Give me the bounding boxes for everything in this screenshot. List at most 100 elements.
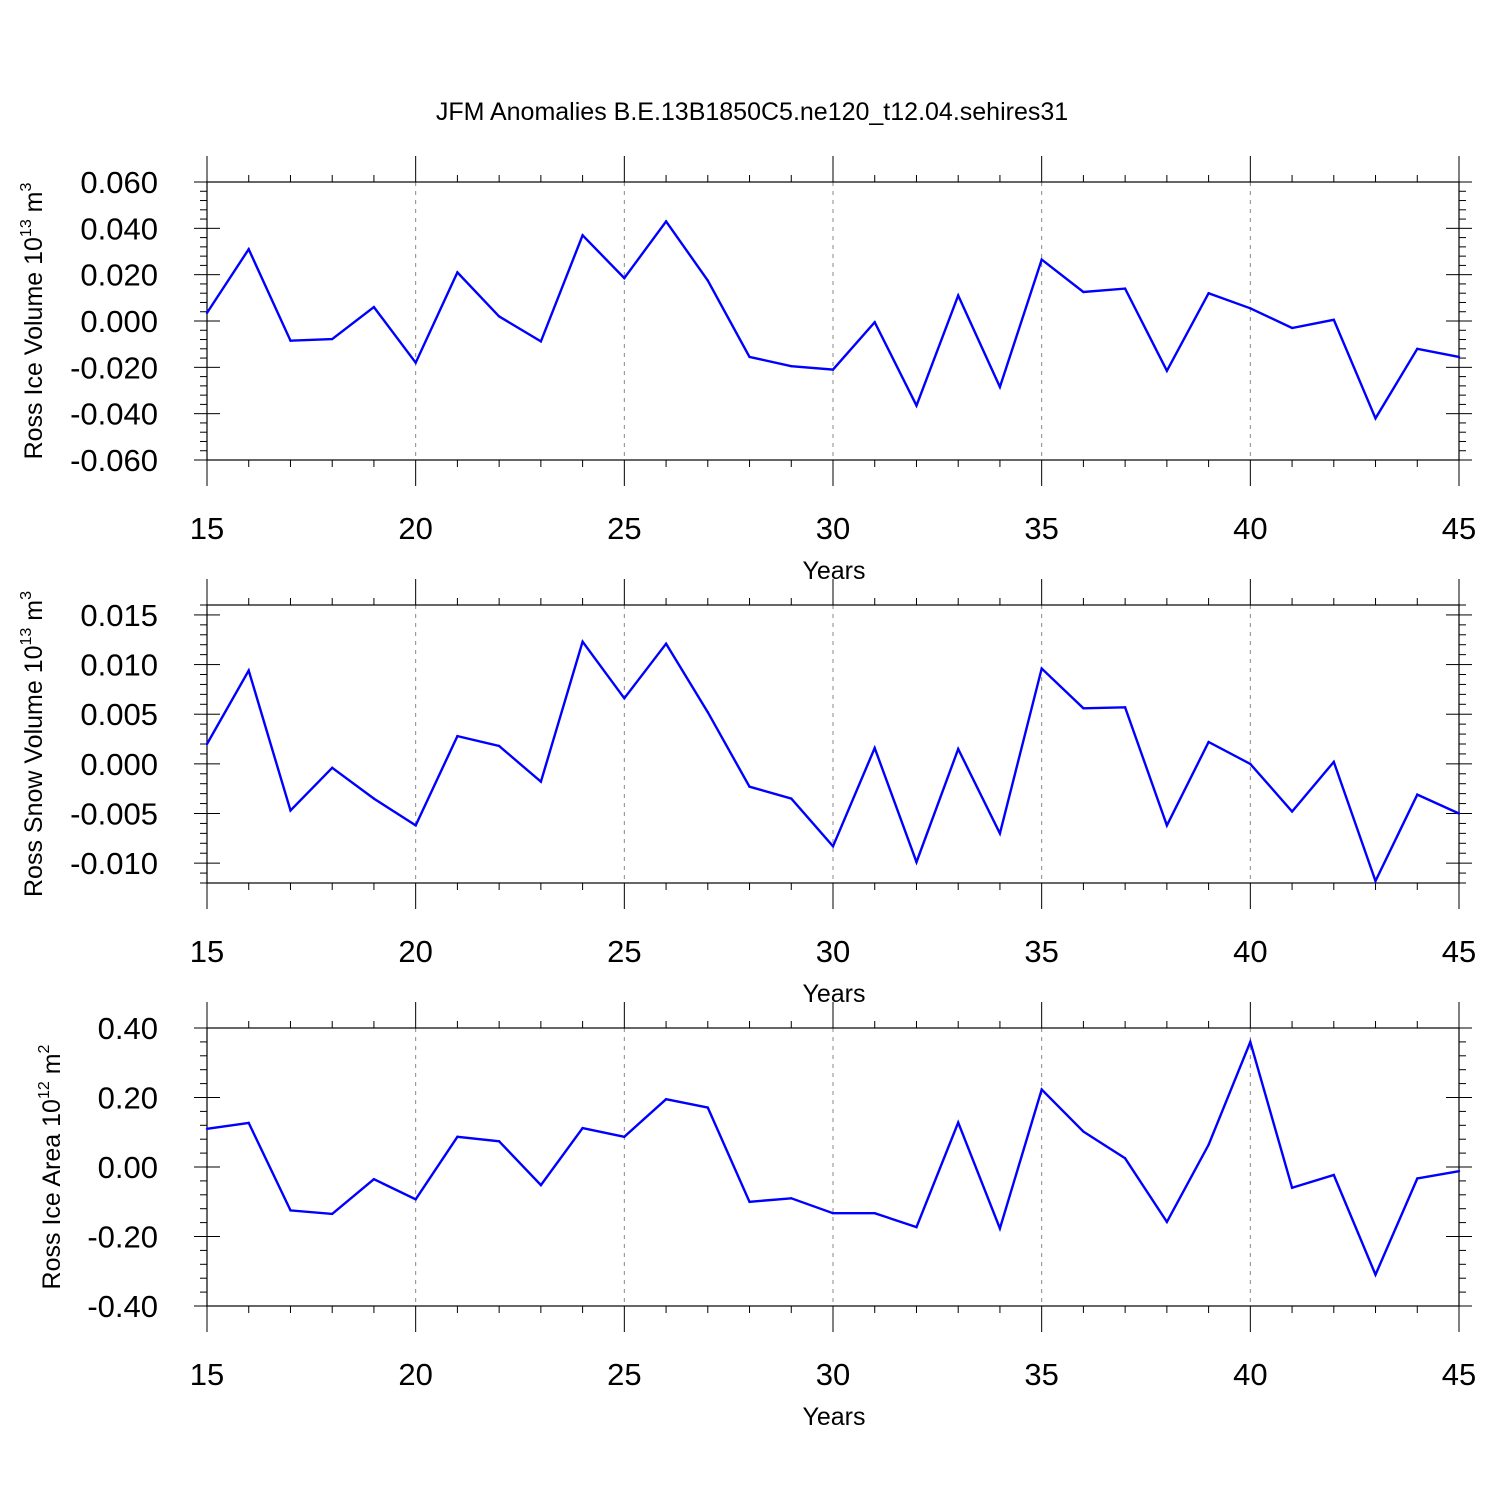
data-point: [414, 361, 417, 364]
y-tick-label: 0.20: [98, 1081, 158, 1116]
x-tick-label: 35: [1024, 511, 1058, 546]
x-tick-label: 30: [816, 1357, 850, 1392]
y-tick-label: -0.40: [87, 1289, 158, 1324]
data-point: [831, 1212, 835, 1215]
data-point: [289, 809, 292, 812]
data-point: [1165, 824, 1169, 827]
data-point: [957, 294, 960, 297]
y-tick-label: 0.000: [80, 304, 158, 339]
data-point: [331, 1212, 334, 1216]
data-point: [1207, 1143, 1210, 1146]
data-point: [331, 337, 334, 341]
y-tick-label: 0.060: [80, 165, 158, 200]
data-point: [790, 364, 793, 368]
x-tick-label: 45: [1442, 1357, 1476, 1392]
data-point: [1416, 1177, 1419, 1180]
data-point: [915, 404, 918, 407]
panel-ice-area: 15 20 25 30 35 40 45 Years -0.40 -0.20 0.00 0.20 0.4…: [36, 1002, 1476, 1431]
y-axis-label-unit: m: [20, 191, 48, 219]
x-tick-label: 15: [190, 511, 224, 546]
x-tick-label: 30: [816, 511, 850, 546]
y-axis-label-exponent: 12: [36, 1081, 53, 1099]
data-point: [915, 1225, 918, 1229]
data-point: [581, 640, 584, 643]
y-axis-label-main: Ross Ice Area 10: [38, 1099, 66, 1289]
y-axis-label: Ross Ice Volume 1013 m3: [18, 182, 48, 459]
y-tick-label: -0.060: [70, 443, 158, 478]
data-point: [1165, 369, 1169, 373]
data-point: [831, 845, 835, 848]
y-tick-label: -0.20: [87, 1220, 158, 1255]
y-tick-label: 0.010: [80, 648, 158, 683]
x-tick-label: 25: [607, 511, 641, 546]
data-point: [1082, 707, 1085, 710]
data-point: [1290, 326, 1294, 330]
data-point: [790, 797, 793, 800]
y-axis-label-unit-exponent: 3: [18, 591, 35, 600]
data-point: [1374, 417, 1377, 420]
data-point: [1249, 1040, 1252, 1044]
data-point: [873, 1212, 876, 1215]
y-tick-label: -0.040: [70, 397, 158, 432]
data-point: [623, 697, 626, 700]
y-tick-label: 0.005: [80, 697, 158, 732]
data-point: [1040, 258, 1043, 261]
data-point: [205, 311, 209, 315]
x-tick-label: 45: [1442, 511, 1476, 546]
y-axis-label-unit-exponent: 3: [18, 182, 35, 191]
data-point: [957, 747, 960, 751]
data-point: [706, 279, 709, 282]
data-point: [372, 797, 376, 800]
data-point: [1207, 740, 1210, 744]
x-tick-label: 25: [607, 934, 641, 969]
data-point: [1207, 292, 1210, 295]
y-tick-label: -0.005: [70, 797, 158, 832]
y-axis-label-exponent: 13: [18, 219, 35, 237]
data-point: [664, 220, 668, 223]
y-axis-label-unit-exponent: 2: [36, 1044, 53, 1053]
data-point: [1123, 287, 1127, 290]
x-tick-label: 45: [1442, 934, 1476, 969]
x-tick-label: 15: [190, 1357, 224, 1392]
data-point: [664, 642, 668, 645]
data-point: [957, 1121, 960, 1124]
x-tick-label: 40: [1233, 511, 1267, 546]
x-tick-label: 35: [1024, 1357, 1058, 1392]
data-point: [706, 711, 709, 714]
data-point: [873, 746, 876, 750]
data-point: [664, 1098, 668, 1101]
data-point: [247, 1121, 250, 1125]
x-tick-label: 20: [398, 1357, 432, 1392]
data-point: [581, 1126, 584, 1130]
data-point: [205, 1127, 209, 1130]
y-tick-label: 0.020: [80, 258, 158, 293]
data-point: [456, 734, 459, 738]
x-axis-label: Years: [802, 557, 865, 585]
data-point: [1416, 793, 1419, 796]
x-tick-label: 20: [398, 934, 432, 969]
data-point: [1082, 1130, 1085, 1133]
data-point: [915, 860, 918, 864]
data-point: [456, 1135, 459, 1138]
data-point: [998, 1227, 1002, 1230]
data-point: [414, 824, 417, 827]
y-tick-label: 0.000: [80, 747, 158, 782]
data-point: [706, 1106, 709, 1109]
y-tick-label: 0.40: [98, 1011, 158, 1046]
data-point: [1040, 667, 1043, 670]
y-axis-label-main: Ross Ice Volume 10: [20, 237, 48, 459]
data-point: [1082, 290, 1085, 294]
data-point: [623, 276, 626, 280]
data-point: [247, 669, 250, 672]
y-tick-label: 0.00: [98, 1150, 158, 1185]
data-point: [539, 780, 543, 783]
y-axis-label: Ross Ice Area 1012 m2: [36, 1044, 66, 1289]
panel-ice-volume: 15 20 25 30 35 40 45 Years -0.060 -0.040 -0.020 0.0…: [18, 156, 1476, 585]
y-axis-label-exponent: 13: [18, 628, 35, 646]
y-axis-label-unit: m: [20, 600, 48, 628]
data-point: [623, 1135, 626, 1138]
data-point: [748, 355, 751, 359]
data-point: [581, 234, 584, 237]
x-tick-label: 40: [1233, 934, 1267, 969]
y-axis-label-main: Ross Snow Volume 10: [20, 645, 48, 897]
